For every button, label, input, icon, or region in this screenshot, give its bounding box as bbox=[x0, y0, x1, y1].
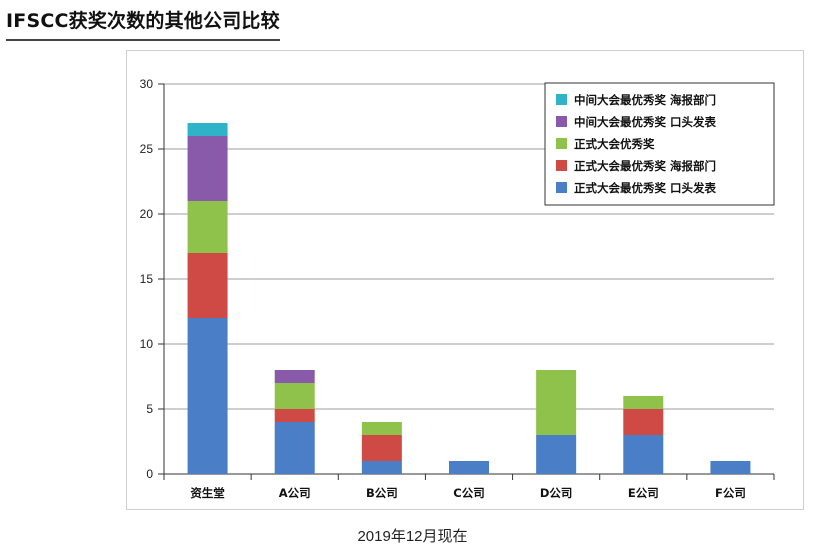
legend-swatch bbox=[556, 160, 567, 171]
bar-segment bbox=[361, 461, 402, 474]
x-category-label: A公司 bbox=[279, 486, 311, 500]
bar-segment bbox=[623, 409, 664, 435]
y-tick-label: 30 bbox=[140, 77, 154, 91]
legend-label: 正式大会优秀奖 bbox=[574, 137, 655, 151]
bar-segment bbox=[710, 461, 751, 474]
bar-segment bbox=[187, 318, 228, 474]
y-tick-label: 15 bbox=[140, 272, 154, 286]
legend-label: 中间大会最优秀奖 口头发表 bbox=[574, 115, 717, 129]
bar-segment bbox=[274, 383, 315, 409]
bar-segment bbox=[187, 123, 228, 136]
page-title: IFSCC获奖次数的其他公司比较 bbox=[6, 6, 280, 41]
x-category-label: 资生堂 bbox=[190, 486, 225, 500]
legend-label: 正式大会最优秀奖 口头发表 bbox=[574, 181, 717, 195]
bar-segment bbox=[274, 422, 315, 474]
bar-segment bbox=[274, 370, 315, 383]
y-tick-label: 0 bbox=[146, 467, 153, 481]
bar-segment bbox=[536, 435, 577, 474]
legend-swatch bbox=[556, 182, 567, 193]
bar-segment bbox=[187, 253, 228, 318]
legend-label: 正式大会最优秀奖 海报部门 bbox=[574, 159, 716, 173]
chart-frame: 0 5 10 15 20 25 30 资生堂 A公司 B公司 C公司 D公司 E公司 F公司 中间大会最优秀… bbox=[126, 50, 804, 510]
x-category-label: B公司 bbox=[366, 486, 398, 500]
x-category-label: C公司 bbox=[453, 486, 484, 500]
y-tick-label: 20 bbox=[140, 207, 154, 221]
x-category-label: D公司 bbox=[540, 486, 573, 500]
legend-label: 中间大会最优秀奖 海报部门 bbox=[574, 93, 716, 107]
bar-segment bbox=[187, 136, 228, 201]
y-tick-label: 25 bbox=[140, 142, 154, 156]
bar-segment bbox=[274, 409, 315, 422]
x-category-label: E公司 bbox=[628, 486, 659, 500]
bar-segment bbox=[361, 435, 402, 461]
chart-caption: 2019年12月现在 bbox=[357, 528, 468, 545]
legend-swatch bbox=[556, 94, 567, 105]
bar-segment bbox=[361, 422, 402, 435]
bar-segment bbox=[187, 201, 228, 253]
bar-segment bbox=[449, 461, 489, 474]
y-tick-label: 10 bbox=[140, 337, 154, 351]
legend-box bbox=[544, 82, 775, 206]
legend-swatch bbox=[556, 116, 567, 127]
bar-segment bbox=[623, 435, 664, 474]
stacked-bar-chart: 0 5 10 15 20 25 30 资生堂 A公司 B公司 C公司 D公司 E公司 F公司 中间大会最优秀… bbox=[140, 77, 775, 500]
bar-segment bbox=[536, 370, 577, 435]
bar-segment bbox=[623, 396, 664, 409]
y-tick-label: 5 bbox=[146, 402, 153, 416]
legend-swatch bbox=[556, 138, 567, 149]
x-category-label: F公司 bbox=[715, 486, 746, 500]
